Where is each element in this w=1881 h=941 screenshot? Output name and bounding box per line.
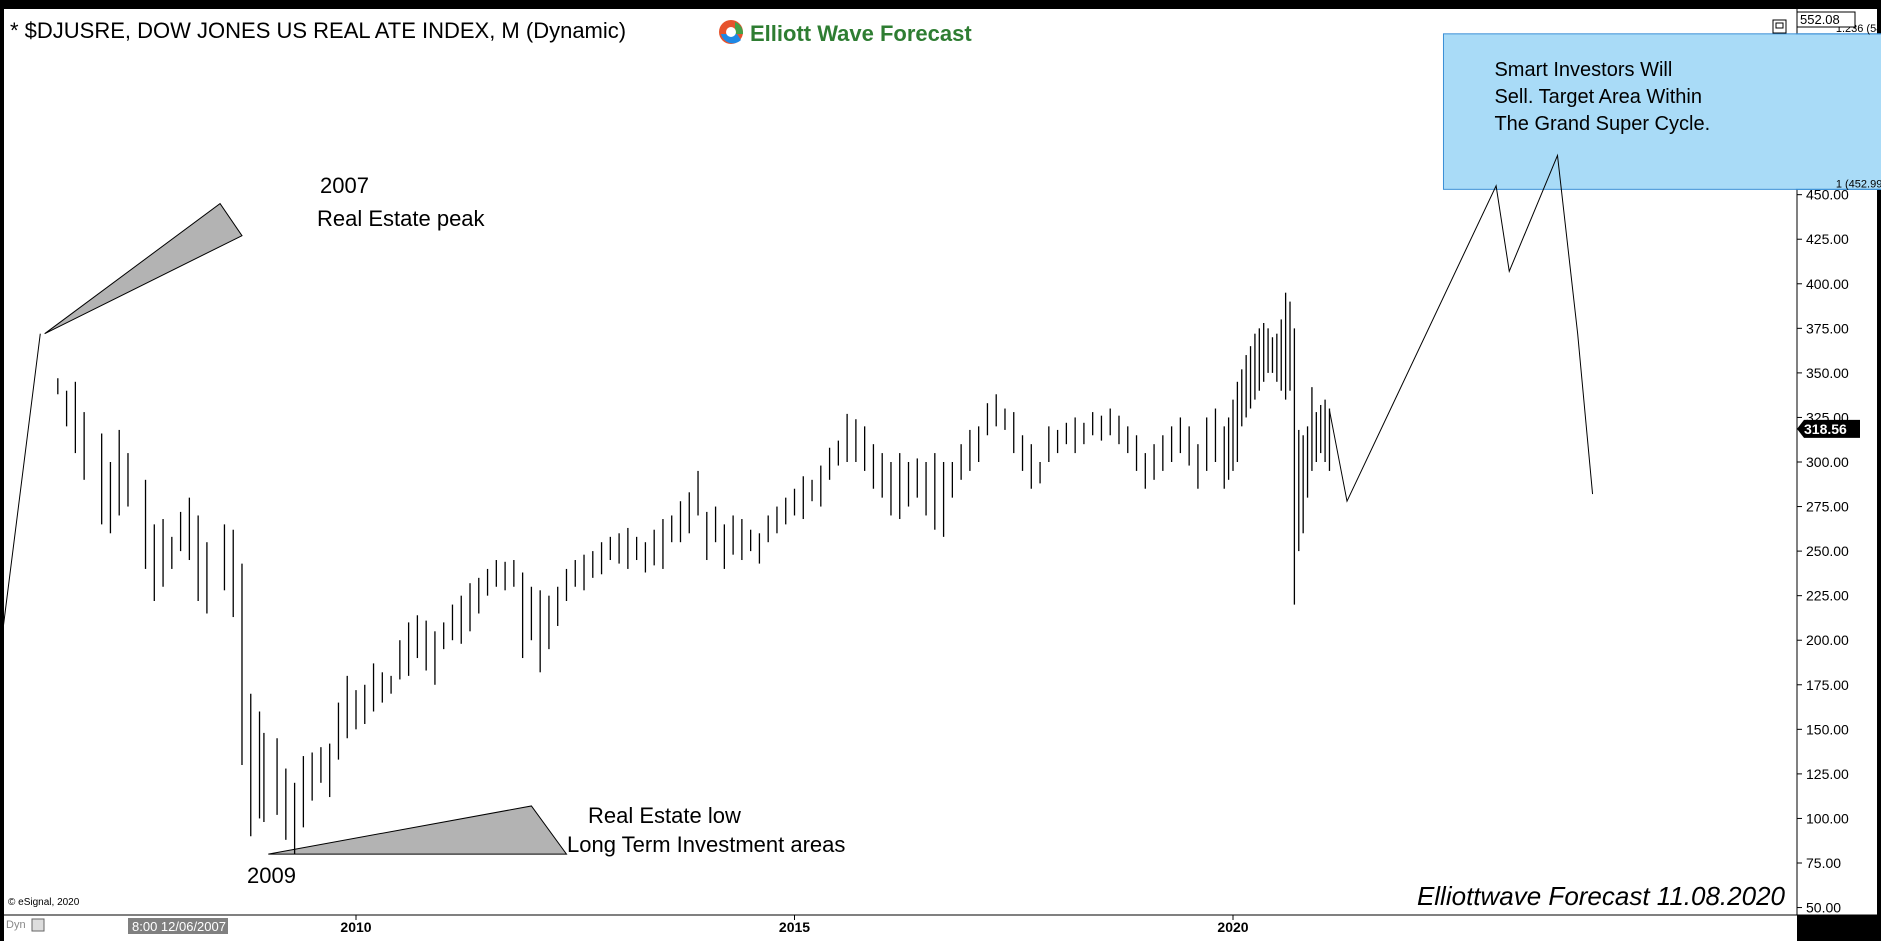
cursor-date-box <box>128 918 228 934</box>
y-tick-label: 400.00 <box>1806 276 1849 292</box>
y-tick-label: 175.00 <box>1806 677 1849 693</box>
y-tick-label: 375.00 <box>1806 320 1849 336</box>
y-tick-label: 275.00 <box>1806 499 1849 515</box>
target-text-line: Smart Investors Will <box>1494 59 1672 81</box>
low-label: Real Estate low <box>588 803 741 828</box>
target-area-box <box>1442 33 1881 190</box>
low-year-label: 2009 <box>247 863 296 888</box>
y-tick-label: 50.00 <box>1806 900 1841 916</box>
y-tick-label: 450.00 <box>1806 187 1849 203</box>
fib-level-label: 1 (452.99) <box>1836 178 1881 190</box>
peak-wedge <box>44 202 243 335</box>
lock-icon[interactable] <box>31 918 45 932</box>
y-tick-label: 150.00 <box>1806 721 1849 737</box>
y-tick-label: 225.00 <box>1806 588 1849 604</box>
copyright: © eSignal, 2020 <box>8 897 80 908</box>
y-tick-label: 300.00 <box>1806 454 1849 470</box>
y-tick-label: 125.00 <box>1806 766 1849 782</box>
target-text-line: Sell. Target Area Within <box>1494 86 1702 108</box>
y-tick-label: 250.00 <box>1806 543 1849 559</box>
top-price-label: 552.08 <box>1800 12 1840 27</box>
target-text-line: The Grand Super Cycle. <box>1494 113 1710 135</box>
top-price-box <box>1796 11 1856 28</box>
dyn-label[interactable]: Dyn <box>6 919 26 931</box>
last-price-tag <box>1797 419 1860 438</box>
chart-title: * $DJUSRE, DOW JONES US REAL ATE INDEX, … <box>10 18 626 43</box>
x-axis-panel <box>4 915 1797 941</box>
x-axis-ticks: 2010 2015 2020 <box>340 915 1249 935</box>
logo-text: Elliott Wave Forecast <box>750 21 972 46</box>
y-tick-label: 100.00 <box>1806 810 1849 826</box>
y-tick-label: 350.00 <box>1806 365 1849 381</box>
last-price-label: 318.56 <box>1804 421 1847 437</box>
x-tick-label: 2010 <box>340 919 371 935</box>
footer-signature: Elliottwave Forecast 11.08.2020 <box>1417 881 1786 911</box>
price-bars <box>57 292 1331 855</box>
y-tick-label: 425.00 <box>1806 231 1849 247</box>
peak-label: Real Estate peak <box>317 206 486 231</box>
low-sublabel: Long Term Investment areas <box>567 832 845 857</box>
early-series-line <box>0 333 41 657</box>
x-tick-label: 2020 <box>1217 919 1248 935</box>
y-tick-label: 200.00 <box>1806 632 1849 648</box>
low-wedge <box>268 805 568 855</box>
cursor-date: 8:00 12/06/2007 <box>132 919 226 934</box>
peak-year-label: 2007 <box>320 173 369 198</box>
projection-path <box>1328 153 1594 503</box>
x-tick-label: 2015 <box>779 919 810 935</box>
y-tick-label: 75.00 <box>1806 855 1841 871</box>
restore-icon[interactable] <box>1772 19 1787 34</box>
logo-icon <box>719 20 744 44</box>
